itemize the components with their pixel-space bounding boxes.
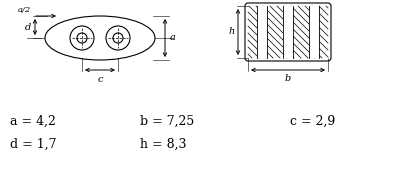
Bar [258, 6, 267, 58]
Text: d = 1,7: d = 1,7 [10, 138, 56, 151]
Bar [309, 6, 319, 58]
Circle shape [77, 33, 87, 43]
Text: a/2: a/2 [18, 6, 31, 14]
Bar [283, 6, 293, 58]
Circle shape [106, 26, 130, 50]
Text: d: d [25, 22, 31, 32]
Bar [248, 6, 328, 58]
Text: b = 7,25: b = 7,25 [140, 115, 194, 128]
Text: c = 2,9: c = 2,9 [290, 115, 335, 128]
Text: c: c [97, 75, 103, 84]
Text: h: h [229, 27, 235, 36]
Circle shape [70, 26, 94, 50]
Circle shape [113, 33, 123, 43]
Text: b: b [285, 74, 291, 83]
Text: a: a [170, 33, 176, 43]
Ellipse shape [45, 16, 155, 60]
Text: h = 8,3: h = 8,3 [140, 138, 186, 151]
Text: a = 4,2: a = 4,2 [10, 115, 56, 128]
